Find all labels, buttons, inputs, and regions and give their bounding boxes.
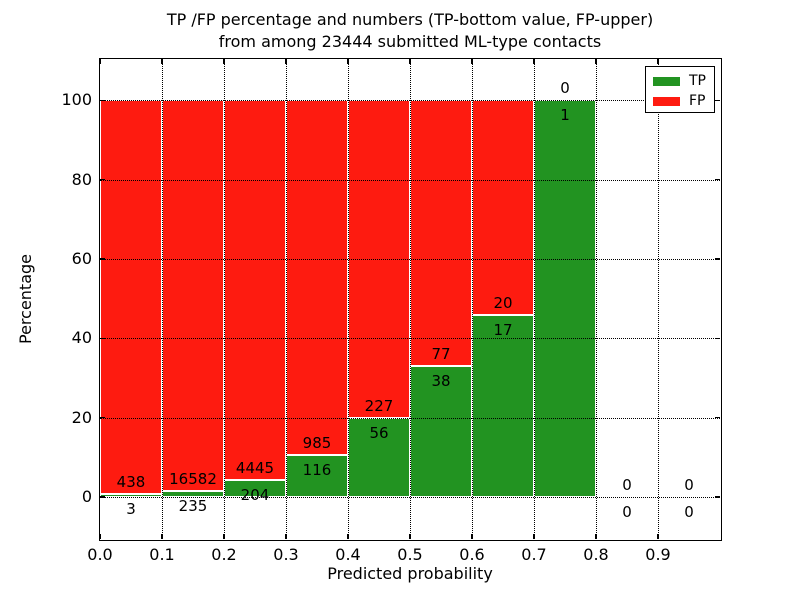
fp-count-label-4: 227 (364, 397, 394, 416)
y-tick-left (100, 496, 105, 498)
y-tick-right (715, 337, 720, 340)
x-tick-top (657, 59, 659, 64)
x-tick-label-0.2: 0.2 (211, 545, 237, 564)
y-tick-label-20: 20 (71, 407, 92, 427)
bar-tp-segment-7 (534, 100, 596, 497)
x-gridline-0.8 (596, 59, 597, 539)
tp-count-label-3: 116 (302, 461, 332, 480)
y-tick-label-40: 40 (71, 328, 92, 348)
bar-tp-segment-3 (286, 455, 348, 497)
y-tick-label-0: 0 (81, 486, 92, 506)
x-tick-bottom (347, 534, 349, 539)
bar-tp-segment-0 (100, 494, 162, 497)
x-tick-bottom (409, 534, 411, 539)
tp-count-label-0: 3 (126, 500, 136, 519)
x-tick-bottom (533, 534, 535, 539)
y-tick-left (100, 178, 105, 181)
fp-count-label-9: 0 (684, 475, 694, 494)
x-tick-label-0.1: 0.1 (149, 545, 175, 564)
tp-count-label-2: 204 (240, 485, 270, 504)
x-axis-label: Predicted probability (327, 564, 493, 583)
axes-frame (98, 57, 722, 541)
x-tick-bottom (285, 534, 287, 539)
y-tick-left (100, 258, 105, 260)
fp-count-label-5: 77 (431, 344, 451, 363)
x-gridline-0.7 (534, 59, 535, 539)
x-gridline-0.3 (286, 59, 287, 539)
fp-color-swatch (653, 96, 680, 106)
x-tick-bottom (471, 534, 473, 539)
tp-count-label-4: 56 (369, 424, 389, 443)
chart-title-line2: from among 23444 submitted ML-type conta… (218, 32, 602, 51)
y-tick-left (100, 416, 105, 419)
y-axis-label: Percentage (16, 254, 35, 345)
x-tick-top (533, 59, 535, 64)
x-tick-top (471, 59, 473, 64)
x-tick-top (99, 59, 101, 64)
y-tick-left (100, 99, 105, 101)
chart-title: TP /FP percentage and numbers (TP-bottom… (90, 9, 730, 53)
y-tick-right (715, 258, 720, 260)
y-tick-right (715, 496, 720, 498)
x-gridline-0.4 (348, 59, 349, 539)
x-tick-top (347, 59, 349, 64)
legend-entry-tp: TP (653, 72, 714, 90)
tp-count-label-1: 235 (178, 497, 208, 516)
x-tick-label-0.9: 0.9 (645, 545, 671, 564)
x-tick-label-0.3: 0.3 (273, 545, 299, 564)
fp-count-label-6: 20 (493, 293, 513, 312)
x-tick-label-0.7: 0.7 (521, 545, 547, 564)
x-tick-label-0.6: 0.6 (459, 545, 485, 564)
plot-area: 438 3 16582 235 4445 204 985 116 227 56 77 38 20 17 0 1… (61, 57, 722, 564)
x-tick-top (595, 59, 597, 64)
x-tick-top (409, 59, 411, 64)
legend: TP FP (645, 66, 715, 113)
y-tick-right (715, 416, 720, 419)
legend-label-tp: TP (689, 73, 706, 89)
x-gridline-0.5 (410, 59, 411, 539)
tp-count-label-5: 38 (431, 371, 451, 390)
x-tick-top (223, 59, 225, 64)
x-tick-label-0.5: 0.5 (397, 545, 423, 564)
legend-entry-fp: FP (653, 92, 714, 110)
bar-fp-segment-0 (100, 100, 162, 495)
x-tick-top (161, 59, 163, 64)
fp-count-label-8: 0 (622, 475, 632, 494)
x-tick-top (285, 59, 287, 64)
x-gridline-0.9 (658, 59, 659, 539)
x-tick-bottom (657, 534, 659, 539)
x-tick-label-0.8: 0.8 (583, 545, 609, 564)
x-tick-label-0.4: 0.4 (335, 545, 361, 564)
legend-label-fp: FP (689, 93, 706, 109)
x-gridline-0.1 (162, 59, 163, 539)
fp-count-label-1: 16582 (169, 470, 217, 489)
fp-count-label-3: 985 (302, 434, 332, 453)
x-gridline-0.6 (472, 59, 473, 539)
fp-count-label-2: 4445 (235, 458, 275, 477)
bar-fp-segment-5 (410, 100, 472, 366)
tp-count-label-6: 17 (493, 320, 513, 339)
chart-title-line1: TP /FP percentage and numbers (TP-bottom… (166, 10, 654, 29)
tp-count-label-8: 0 (622, 502, 632, 521)
x-gridline-0.2 (224, 59, 225, 539)
x-tick-bottom (595, 534, 597, 539)
fp-count-label-7: 0 (560, 79, 570, 98)
x-tick-label-0.0: 0.0 (87, 545, 113, 564)
tp-color-swatch (653, 76, 680, 86)
y-tick-label-80: 80 (71, 169, 92, 189)
y-tick-left (100, 337, 105, 340)
tp-count-label-9: 0 (684, 502, 694, 521)
y-tick-right (715, 99, 720, 101)
bar-tp-segment-4 (348, 418, 410, 497)
y-tick-label-100: 100 (61, 90, 92, 110)
x-tick-bottom (223, 534, 225, 539)
x-tick-bottom (99, 534, 101, 539)
y-tick-right (715, 178, 720, 181)
tp-count-label-7: 1 (560, 106, 570, 125)
y-tick-label-60: 60 (71, 248, 92, 268)
fp-count-label-0: 438 (116, 473, 146, 492)
x-tick-bottom (161, 534, 163, 539)
